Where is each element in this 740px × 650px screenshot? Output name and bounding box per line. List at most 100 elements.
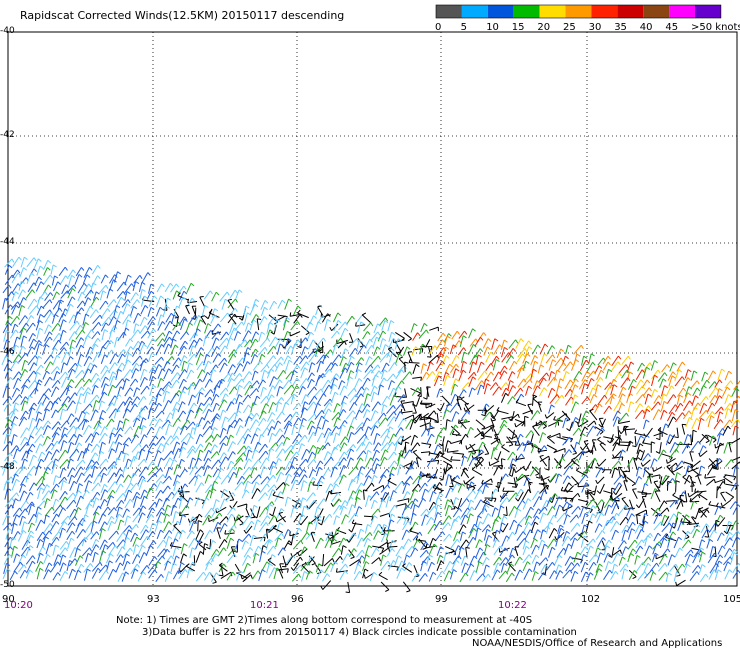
wind-barb-flag (344, 436, 349, 441)
wind-barb-flag (73, 480, 78, 485)
wind-barb-flag (593, 420, 597, 425)
wind-barb (464, 476, 475, 485)
wind-barb-flag (453, 518, 458, 522)
wind-barb (41, 484, 48, 494)
wind-barb (36, 265, 41, 276)
wind-barb-flag (33, 513, 37, 518)
wind-barb-flag (421, 348, 424, 353)
wind-barb (283, 420, 290, 430)
wind-barb (332, 504, 341, 515)
wind-barb-flag (377, 401, 381, 406)
wind-barb-flag (616, 496, 620, 500)
wind-barb (387, 416, 395, 427)
wind-barb-flag (335, 425, 340, 430)
wind-barb-flag (229, 313, 234, 316)
wind-barb (34, 276, 40, 286)
wind-barb-flag (317, 321, 322, 325)
wind-barb-flag (23, 416, 28, 421)
wind-barb-flag (417, 387, 421, 392)
wind-barb-flag (237, 409, 242, 414)
wind-barb (596, 512, 602, 523)
wind-barb (452, 507, 460, 518)
wind-barb-flag (193, 520, 198, 524)
wind-barb (208, 517, 219, 523)
wind-barb (610, 361, 619, 372)
wind-barb-flag (168, 381, 172, 386)
wind-barb (61, 427, 65, 438)
wind-barb (35, 418, 40, 428)
wind-barb (650, 488, 656, 500)
wind-barb (404, 362, 406, 373)
wind-barb-flag (225, 387, 229, 392)
wind-barb-flag (700, 417, 705, 421)
wind-barb (266, 322, 271, 334)
wind-barb (403, 516, 408, 526)
wind-barb-flag (669, 522, 672, 527)
wind-barb (19, 277, 27, 286)
wind-barb-flag (730, 459, 734, 464)
wind-barb-flag (585, 482, 590, 486)
wind-barb (43, 336, 51, 347)
wind-barb (530, 355, 536, 366)
wind-barb-flag (128, 525, 132, 530)
wind-barb (369, 491, 378, 501)
wind-barb-flag (343, 457, 347, 462)
wind-barb-flag (547, 434, 552, 438)
wind-barb (58, 521, 65, 532)
wind-barb (420, 412, 429, 420)
wind-barb (43, 514, 47, 525)
wind-barb-flag (104, 426, 108, 430)
wind-barb (659, 442, 662, 454)
wind-barb-flag (463, 389, 467, 393)
wind-barb-flag (590, 353, 595, 357)
wind-barb (131, 368, 137, 379)
wind-barb (115, 506, 120, 518)
wind-barb-flag (500, 505, 505, 509)
wind-barb (11, 473, 16, 484)
wind-barb-flag (312, 468, 317, 473)
wind-barb-flag (734, 409, 739, 413)
wind-barb-flag (263, 417, 267, 422)
wind-barb-flag (136, 362, 140, 367)
wind-barb-flag (160, 443, 165, 447)
wind-barb (348, 402, 355, 412)
wind-barb (52, 355, 58, 366)
wind-barb (235, 452, 244, 462)
wind-barb-flag (23, 335, 28, 339)
wind-barb (233, 363, 241, 375)
wind-barb-flag (243, 529, 247, 534)
wind-barb (458, 330, 465, 339)
wind-barb (210, 413, 218, 423)
wind-barb-flag (97, 351, 102, 356)
wind-barb-flag (640, 435, 645, 439)
wind-barb (242, 428, 249, 438)
wind-barb-flag (97, 275, 101, 279)
wind-barb (501, 347, 505, 358)
wind-barb (388, 466, 394, 477)
wind-barb (12, 256, 20, 267)
wind-barb (66, 356, 71, 366)
wind-barb (716, 481, 724, 491)
wind-barb (148, 501, 156, 511)
wind-barb-flag (273, 376, 278, 380)
wind-barb-flag (310, 481, 315, 485)
wind-barb (490, 438, 500, 445)
wind-barb (457, 347, 465, 356)
wind-barb-flag (56, 366, 60, 371)
wind-barb (371, 374, 376, 387)
wind-barb (661, 522, 670, 533)
wind-barb-flag (176, 379, 180, 384)
wind-barb-flag (130, 346, 134, 350)
wind-barb-flag (80, 393, 85, 397)
wind-barb-flag (508, 444, 514, 447)
wind-barb (82, 335, 88, 347)
wind-barb (636, 435, 642, 446)
wind-barb (122, 437, 130, 446)
wind-barb-flag (437, 444, 442, 448)
wind-barb-flag (471, 466, 476, 470)
wind-barb-flag (272, 385, 276, 389)
wind-barb-flag (269, 322, 274, 326)
wind-barb (114, 337, 118, 348)
wind-barb-flag (60, 299, 65, 303)
wind-barb-flag (239, 401, 244, 405)
